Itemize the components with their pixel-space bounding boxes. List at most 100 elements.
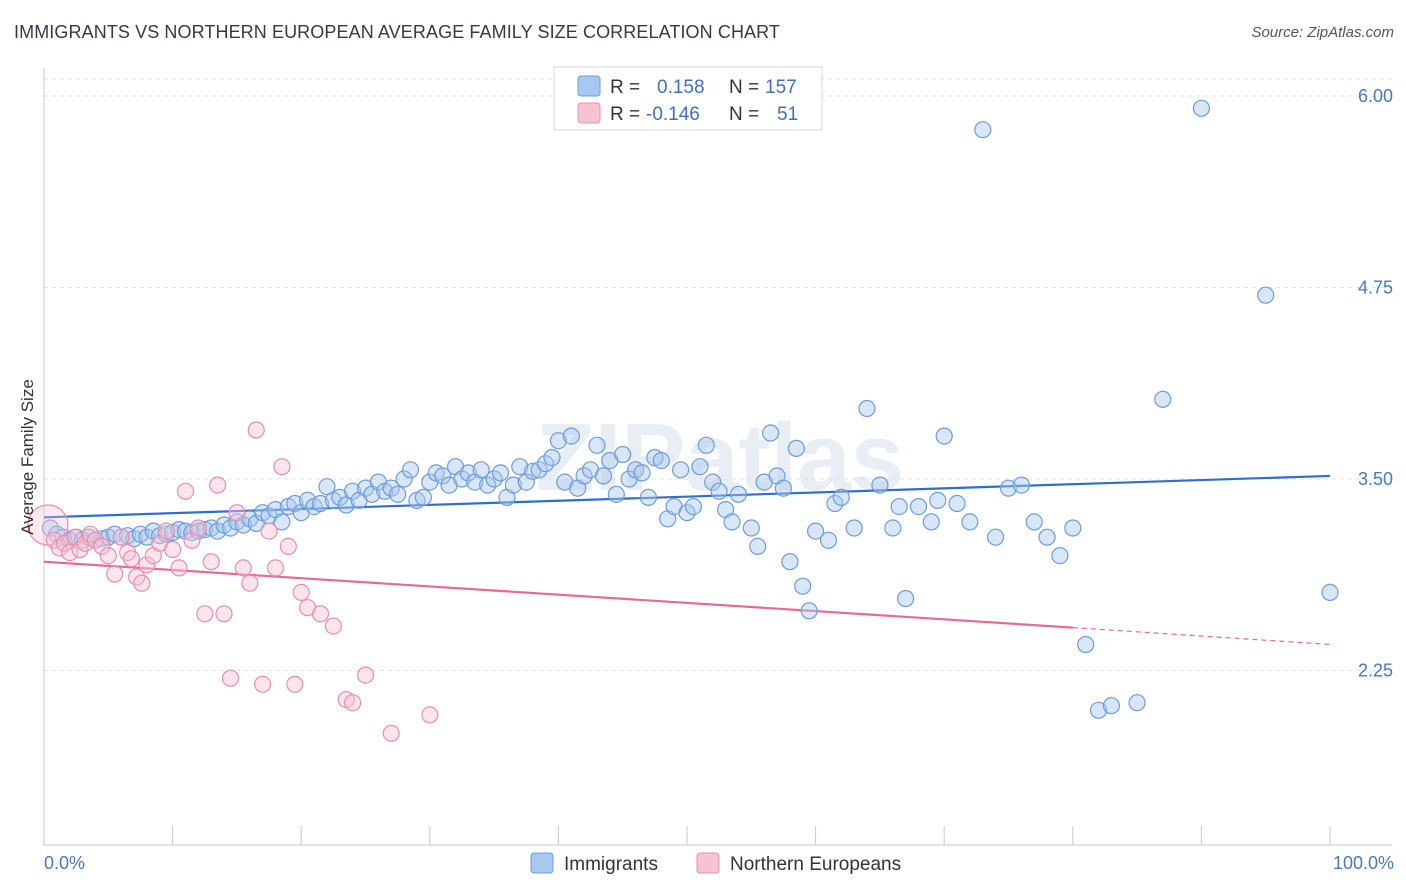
point-immigrants-70 <box>491 464 510 482</box>
legend-r-value-northern-europeans: -0.146 <box>646 104 700 125</box>
point-immigrants-68 <box>479 476 497 494</box>
point-immigrants-89 <box>614 445 632 464</box>
x-tick-label-max: 100.0% <box>1333 853 1394 873</box>
point-immigrants-118 <box>806 522 825 540</box>
point-northern-europeans-40 <box>279 537 297 556</box>
trend-lines <box>43 474 1331 646</box>
point-northern-europeans-7 <box>76 534 94 552</box>
legend-r-label-immigrants: R = <box>610 77 640 98</box>
chart-title: IMMIGRANTS VS NORTHERN EUROPEAN AVERAGE … <box>14 22 781 42</box>
y-tick-label-0: 2.25 <box>1358 661 1393 681</box>
point-immigrants-95 <box>652 452 670 470</box>
point-immigrants-143 <box>1128 694 1146 712</box>
point-immigrants-117 <box>800 602 818 620</box>
point-northern-europeans-50 <box>421 706 439 724</box>
y-tick-label-2: 4.75 <box>1358 278 1393 298</box>
point-immigrants-78 <box>543 449 561 467</box>
point-immigrants-125 <box>884 519 902 537</box>
point-northern-europeans-39 <box>273 458 291 476</box>
point-northern-europeans-47 <box>344 694 362 712</box>
point-immigrants-101 <box>691 458 709 476</box>
point-immigrants-149 <box>929 491 947 509</box>
series-northern-europeans <box>27 421 439 742</box>
point-northern-europeans-4 <box>61 543 79 562</box>
y-axis-title: Average Family Size <box>18 379 37 535</box>
point-northern-europeans-28 <box>202 553 220 571</box>
point-immigrants-28 <box>221 519 240 537</box>
point-immigrants-98 <box>671 461 690 479</box>
axes <box>43 68 1392 846</box>
point-northern-europeans-18 <box>138 556 156 574</box>
point-northern-europeans-26 <box>189 519 207 537</box>
point-immigrants-76 <box>530 461 548 479</box>
point-immigrants-130 <box>948 494 966 513</box>
point-immigrants-93 <box>639 488 658 506</box>
point-immigrants-133 <box>986 528 1005 546</box>
point-northern-europeans-21 <box>157 522 175 540</box>
point-northern-europeans-38 <box>266 559 285 577</box>
point-immigrants-136 <box>1025 513 1043 531</box>
point-immigrants-47 <box>344 482 362 500</box>
point-northern-europeans-13 <box>112 528 130 546</box>
point-immigrants-32 <box>247 514 265 533</box>
legend-n-label-northern-europeans: N = <box>729 104 759 125</box>
point-immigrants-77 <box>536 455 555 473</box>
point-immigrants-54 <box>389 485 407 503</box>
point-northern-europeans-42 <box>292 583 310 602</box>
legend-n-value-immigrants: 157 <box>765 77 797 98</box>
point-immigrants-147 <box>1321 583 1339 602</box>
point-immigrants-99 <box>678 504 696 522</box>
point-northern-europeans-11 <box>99 546 117 565</box>
watermark: ZIPatlas <box>536 404 904 511</box>
point-northern-europeans-22 <box>164 540 182 559</box>
point-immigrants-106 <box>723 513 741 531</box>
point-immigrants-128 <box>922 513 940 531</box>
point-northern-europeans-23 <box>170 559 188 577</box>
point-northern-europeans-2 <box>50 539 69 557</box>
point-immigrants-85 <box>588 436 606 454</box>
legend-n-label-immigrants: N = <box>729 77 759 98</box>
point-immigrants-69 <box>485 470 503 488</box>
point-northern-europeans-33 <box>234 559 252 577</box>
point-immigrants-108 <box>742 519 760 537</box>
point-immigrants-129 <box>935 427 953 445</box>
point-immigrants-124 <box>871 476 889 494</box>
bottom-legend-label-immigrants: Immigrants <box>564 854 658 875</box>
point-northern-europeans-27 <box>196 605 214 623</box>
y-tick-label-1: 3.50 <box>1358 469 1393 489</box>
point-immigrants-21 <box>176 522 195 540</box>
point-immigrants-121 <box>832 488 850 506</box>
point-northern-europeans-48 <box>356 666 375 684</box>
point-immigrants-132 <box>974 121 992 139</box>
point-northern-europeans-44 <box>311 605 330 623</box>
point-immigrants-114 <box>781 553 799 571</box>
point-immigrants-115 <box>787 439 805 457</box>
legend-r-value-immigrants: 0.158 <box>657 77 705 98</box>
point-immigrants-100 <box>684 498 703 516</box>
point-northern-europeans-9 <box>86 531 105 549</box>
point-immigrants-43 <box>318 478 336 496</box>
point-immigrants-65 <box>459 464 477 482</box>
point-immigrants-75 <box>524 462 542 480</box>
point-northern-europeans-36 <box>254 675 272 693</box>
point-immigrants-42 <box>311 494 330 513</box>
point-immigrants-61 <box>434 467 452 485</box>
point-immigrants-20 <box>170 520 188 539</box>
point-northern-europeans-12 <box>106 565 124 583</box>
point-immigrants-146 <box>1257 286 1275 304</box>
point-northern-europeans-10 <box>93 537 111 556</box>
point-immigrants-53 <box>382 479 400 497</box>
point-immigrants-140 <box>1077 635 1095 654</box>
point-immigrants-36 <box>273 513 291 531</box>
point-immigrants-72 <box>504 476 523 494</box>
series-immigrants <box>41 99 1339 719</box>
point-immigrants-24 <box>196 520 214 539</box>
point-immigrants-79 <box>549 432 568 450</box>
y-tick-label-3: 6.00 <box>1358 86 1393 106</box>
point-immigrants-119 <box>819 531 838 549</box>
point-northern-europeans-29 <box>209 476 227 494</box>
point-immigrants-141 <box>1089 701 1108 719</box>
trend-line-extension-northern-europeans <box>1072 627 1331 646</box>
point-immigrants-38 <box>286 494 304 513</box>
point-immigrants-120 <box>826 494 844 513</box>
